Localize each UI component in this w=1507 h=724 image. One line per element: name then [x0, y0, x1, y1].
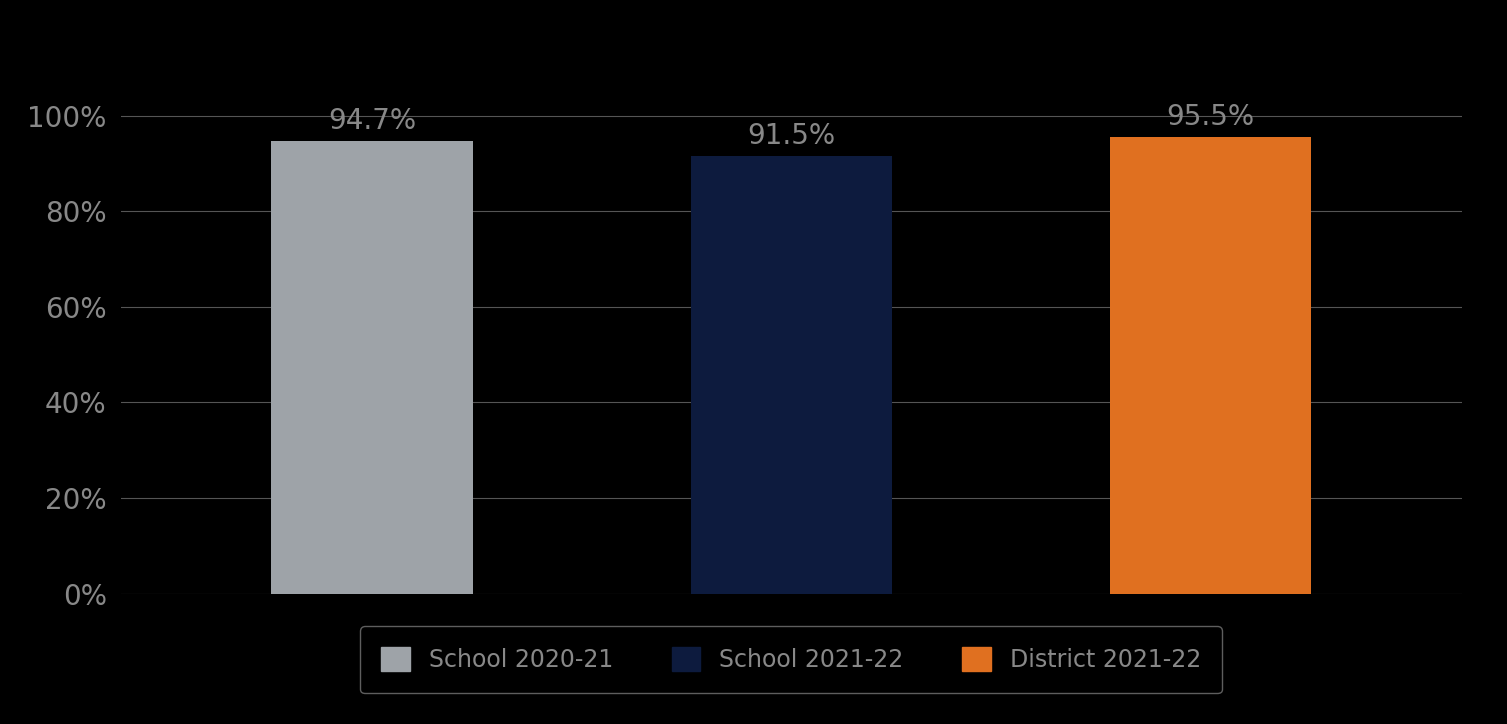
Text: 94.7%: 94.7% [329, 107, 416, 135]
Legend: School 2020-21, School 2021-22, District 2021-22: School 2020-21, School 2021-22, District… [360, 626, 1222, 694]
Bar [1109, 137, 1311, 594]
Bar [690, 156, 892, 594]
Bar [271, 141, 473, 594]
Text: 95.5%: 95.5% [1166, 104, 1254, 131]
Text: 91.5%: 91.5% [747, 122, 835, 151]
